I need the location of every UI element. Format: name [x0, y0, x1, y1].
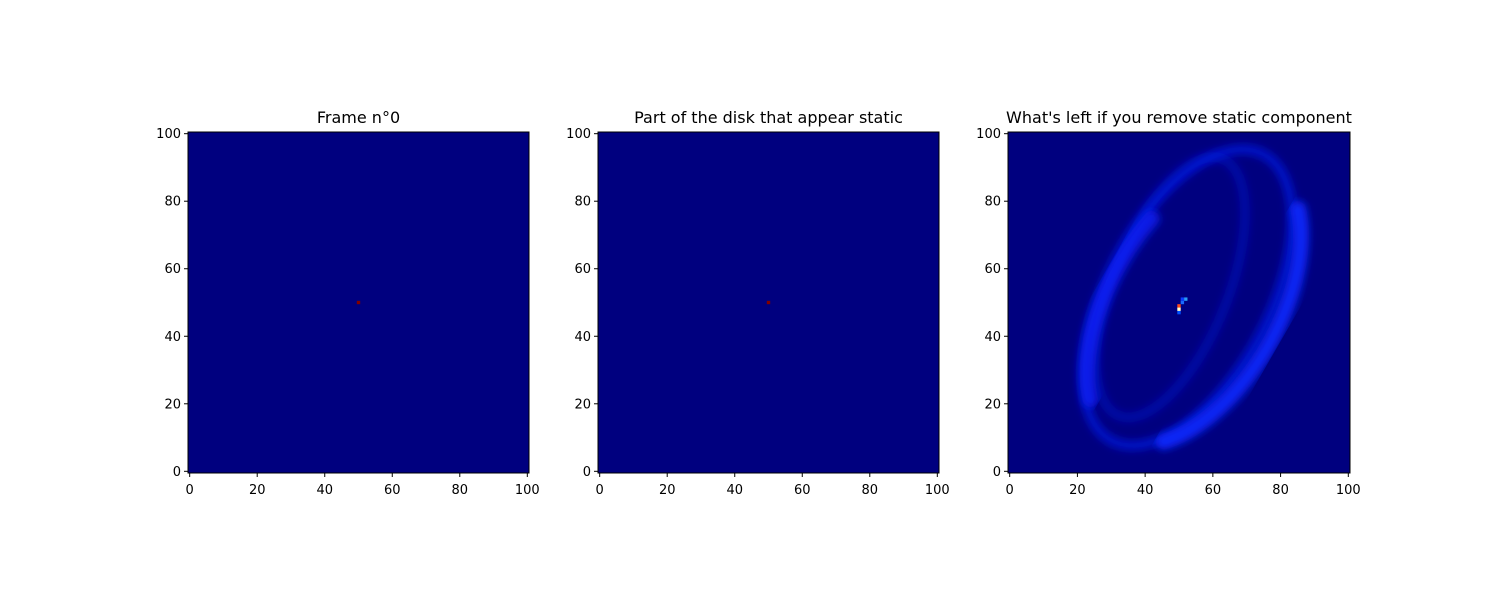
y-tick-label: 60 [574, 262, 591, 277]
y-tick-label: 0 [993, 465, 1001, 480]
hot-pixel-1 [1184, 297, 1188, 301]
panel-title: Frame n°0 [317, 108, 400, 127]
y-tick-label: 80 [574, 195, 591, 210]
y-tick-label: 0 [173, 465, 181, 480]
x-tick-label: 20 [659, 483, 676, 498]
y-tick-label: 100 [976, 127, 1001, 142]
x-tick-label: 0 [186, 483, 194, 498]
hot-pixel-2 [1180, 297, 1185, 301]
y-tick-label: 40 [574, 330, 591, 345]
heatmap-image [1077, 144, 1310, 451]
x-tick-label: 40 [726, 483, 743, 498]
x-tick-label: 100 [1336, 483, 1361, 498]
x-tick-label: 20 [1069, 483, 1086, 498]
y-tick-label: 20 [984, 397, 1001, 412]
y-tick-label: 100 [566, 127, 591, 142]
x-tick-label: 60 [384, 483, 401, 498]
x-tick-label: 0 [1006, 483, 1014, 498]
x-tick-label: 80 [452, 483, 469, 498]
heatmap-image [356, 300, 361, 305]
x-tick-label: 40 [316, 483, 333, 498]
hot-pixel-1 [356, 300, 361, 305]
x-tick-label: 100 [515, 483, 540, 498]
panel-title: Part of the disk that appear static [634, 108, 903, 127]
y-tick-label: 60 [164, 262, 181, 277]
axes-frame [187, 131, 530, 474]
x-tick-label: 0 [596, 483, 604, 498]
x-tick-label: 80 [1272, 483, 1289, 498]
hot-pixel-5 [1180, 300, 1185, 305]
disk-arc-4 [1079, 210, 1160, 408]
x-tick-label: 40 [1137, 483, 1154, 498]
panel-3: 0 20 40 60 80 100 0 20 40 60 80 100 What's left if y… [976, 108, 1361, 498]
y-tick-label: 80 [164, 195, 181, 210]
hot-pixel-1 [766, 300, 771, 305]
x-tick-label: 60 [1205, 483, 1222, 498]
x-tick-label: 20 [249, 483, 266, 498]
x-tick-label: 60 [794, 483, 811, 498]
hot-pixel-3 [1177, 304, 1181, 308]
heatmap-image [766, 300, 771, 305]
hot-pixel-4 [1177, 307, 1181, 311]
y-tick-label: 60 [984, 262, 1001, 277]
y-tick-label: 40 [164, 330, 181, 345]
disk-arc-3 [1155, 200, 1310, 450]
panel-1: 0 20 40 60 80 100 0 20 40 60 80 100 Frame n°0 [156, 108, 540, 498]
y-tick-label: 0 [583, 465, 591, 480]
hot-pixel-6 [1177, 310, 1181, 315]
panel-title: What's left if you remove static compone… [1006, 108, 1352, 127]
x-tick-label: 100 [925, 483, 950, 498]
x-tick-label: 80 [862, 483, 879, 498]
panel-2: 0 20 40 60 80 100 0 20 40 60 80 100 Part of the disk… [566, 108, 950, 498]
y-tick-label: 100 [156, 127, 181, 142]
axes-frame [1007, 131, 1351, 474]
y-tick-label: 20 [574, 397, 591, 412]
axes-frame [597, 131, 940, 474]
y-tick-label: 40 [984, 330, 1001, 345]
y-tick-label: 20 [164, 397, 181, 412]
y-tick-label: 80 [984, 195, 1001, 210]
